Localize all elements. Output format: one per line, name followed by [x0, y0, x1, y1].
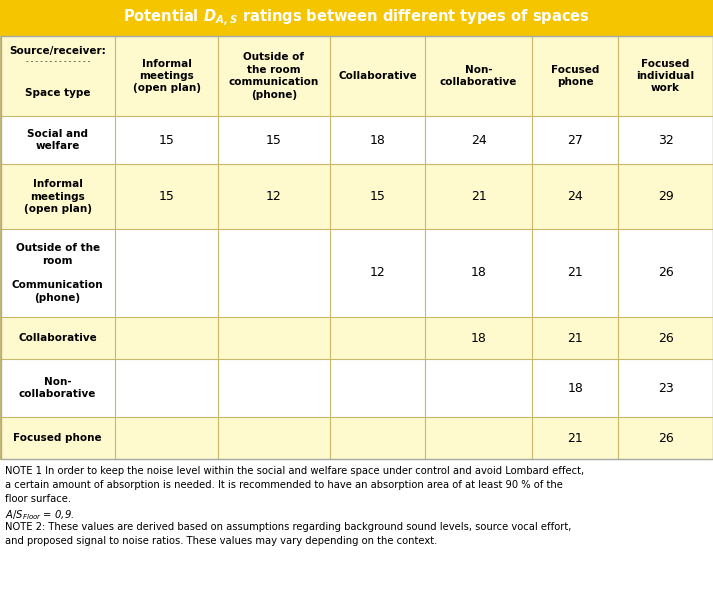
- Text: Outside of
the room
communication
(phone): Outside of the room communication (phone…: [229, 53, 319, 100]
- Text: Outside of the
room

Communication
(phone): Outside of the room Communication (phone…: [12, 243, 103, 303]
- Text: 12: 12: [369, 266, 385, 279]
- Text: Informal
meetings
(open plan): Informal meetings (open plan): [133, 59, 200, 93]
- Text: 21: 21: [471, 190, 486, 203]
- Bar: [0, 229, 713, 317]
- Text: 29: 29: [658, 190, 674, 203]
- Text: Source/receiver:: Source/receiver:: [9, 46, 106, 56]
- Text: floor surface.: floor surface.: [5, 494, 71, 504]
- Text: NOTE 2: These values are derived based on assumptions regarding background sound: NOTE 2: These values are derived based o…: [5, 522, 571, 532]
- Text: 27: 27: [568, 133, 583, 147]
- Text: 18: 18: [471, 266, 486, 279]
- Bar: [0, 164, 713, 229]
- Text: Non-
collaborative: Non- collaborative: [440, 65, 517, 87]
- Text: NOTE 1 In order to keep the noise level within the social and welfare space unde: NOTE 1 In order to keep the noise level …: [5, 466, 584, 476]
- Text: 15: 15: [369, 190, 386, 203]
- Text: 15: 15: [158, 133, 175, 147]
- Text: 23: 23: [658, 381, 674, 395]
- Bar: [0, 36, 713, 116]
- Text: and proposed signal to noise ratios. These values may vary depending on the cont: and proposed signal to noise ratios. The…: [5, 536, 437, 546]
- Text: - - - - - - - - - - - - - -: - - - - - - - - - - - - - -: [26, 58, 90, 64]
- Bar: [1, 36, 712, 459]
- Text: 18: 18: [471, 332, 486, 345]
- Text: 32: 32: [658, 133, 674, 147]
- Text: $A/S_{\mathregular{Floor}}$ = 0,9.: $A/S_{\mathregular{Floor}}$ = 0,9.: [5, 508, 74, 522]
- Text: 24: 24: [568, 190, 583, 203]
- Text: 26: 26: [658, 431, 674, 444]
- Bar: [0, 359, 713, 417]
- Text: Focused
phone: Focused phone: [551, 65, 600, 87]
- Text: 18: 18: [568, 381, 583, 395]
- Text: 26: 26: [658, 266, 674, 279]
- Text: 21: 21: [568, 431, 583, 444]
- Bar: [0, 317, 713, 359]
- Bar: [0, 0, 713, 36]
- Text: Informal
meetings
(open plan): Informal meetings (open plan): [24, 179, 92, 214]
- Text: 24: 24: [471, 133, 486, 147]
- Text: 26: 26: [658, 332, 674, 345]
- Text: 15: 15: [266, 133, 282, 147]
- Text: Space type: Space type: [25, 88, 91, 98]
- Bar: [0, 116, 713, 164]
- Bar: [0, 417, 713, 459]
- Text: Social and
welfare: Social and welfare: [27, 129, 88, 151]
- Text: a certain amount of absorption is needed. It is recommended to have an absorptio: a certain amount of absorption is needed…: [5, 480, 563, 490]
- Text: Potential $\bfit{D}_{A,S}$ ratings between different types of spaces: Potential $\bfit{D}_{A,S}$ ratings betwe…: [123, 7, 590, 29]
- Text: 18: 18: [369, 133, 386, 147]
- Text: 12: 12: [266, 190, 282, 203]
- Text: 21: 21: [568, 266, 583, 279]
- Text: Collaborative: Collaborative: [19, 333, 97, 343]
- Text: 21: 21: [568, 332, 583, 345]
- Text: Collaborative: Collaborative: [338, 71, 417, 81]
- Text: Non-
collaborative: Non- collaborative: [19, 377, 96, 399]
- Text: 15: 15: [158, 190, 175, 203]
- Text: Focused
individual
work: Focused individual work: [637, 59, 694, 93]
- Text: Focused phone: Focused phone: [14, 433, 102, 443]
